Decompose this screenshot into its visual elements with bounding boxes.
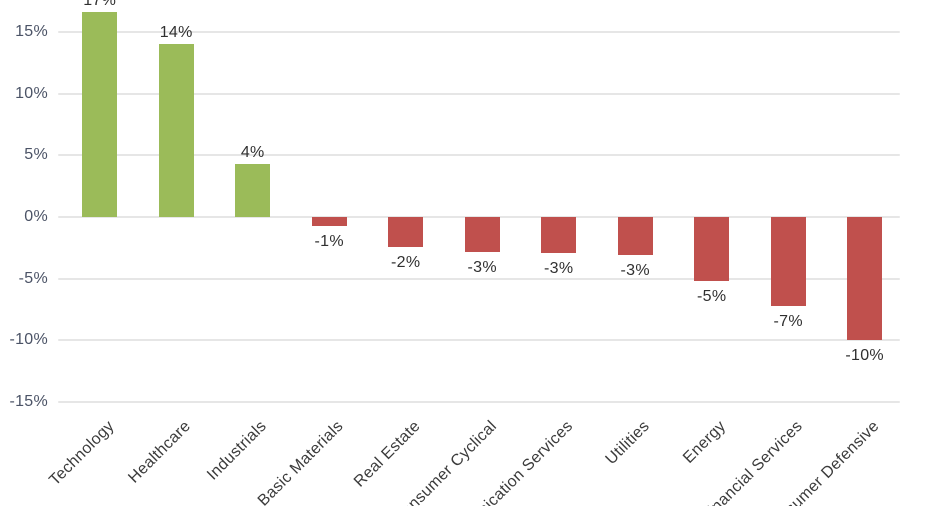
xlabel-real-estate: Real Estate (350, 417, 424, 491)
bar-value-label-consumer-cyclical: -3% (467, 258, 497, 276)
xlabel-healthcare: Healthcare (125, 417, 194, 487)
bar-healthcare (158, 44, 194, 217)
bar-communication-services (541, 217, 577, 253)
gridline-10 (58, 92, 900, 95)
ytick-label-5: 5% (24, 146, 48, 164)
bar-energy (694, 217, 730, 282)
bar-technology (82, 12, 118, 217)
bar-value-label-technology: 17% (83, 0, 117, 10)
bar-value-label-communication-services: -3% (544, 259, 574, 277)
xlabel-utilities: Utilities (602, 417, 653, 469)
bar-consumer-cyclical (464, 217, 500, 252)
gridline--5 (58, 277, 900, 280)
gridline-15 (58, 30, 900, 33)
xlabel-technology: Technology (46, 417, 118, 490)
bar-value-label-consumer-defensive: -10% (845, 347, 884, 365)
bar-value-label-healthcare: 14% (159, 24, 193, 42)
bar-value-label-industrials: 4% (240, 143, 265, 161)
gridline--15 (58, 401, 900, 404)
ytick-label-0: 0% (24, 208, 48, 225)
bar-financial-services (770, 217, 806, 306)
xlabel-energy: Energy (680, 417, 730, 467)
ytick-label-15: 15% (15, 22, 48, 40)
bar-value-label-financial-services: -7% (773, 312, 803, 330)
gridline-5 (58, 154, 900, 157)
bar-consumer-defensive (847, 217, 883, 341)
ytick-label--10: -10% (9, 331, 48, 349)
bar-real-estate (388, 217, 424, 247)
gridline--10 (58, 339, 900, 342)
ytick-label--15: -15% (9, 393, 48, 411)
ytick-label-10: 10% (15, 84, 48, 102)
ytick-label--5: -5% (18, 269, 48, 287)
bar-industrials (235, 163, 271, 217)
xlabel-industrials: Industrials (204, 417, 271, 484)
bar-value-label-basic-materials: -1% (314, 232, 344, 250)
bar-value-label-energy: -5% (697, 288, 727, 306)
bar-value-label-utilities: -3% (620, 262, 650, 280)
bar-utilities (617, 217, 653, 256)
bar-basic-materials (311, 217, 347, 226)
bar-value-label-real-estate: -2% (391, 253, 421, 271)
